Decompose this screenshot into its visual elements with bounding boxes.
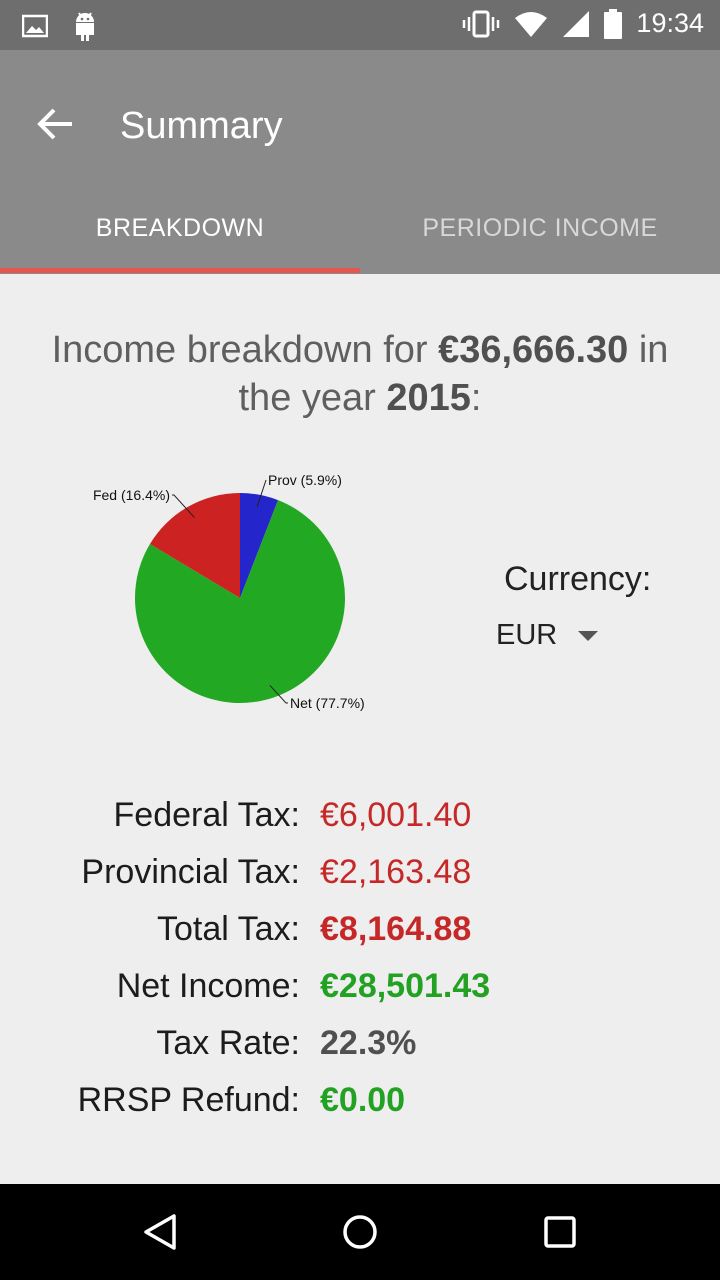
heading-suffix: : — [470, 377, 482, 419]
page-title: Summary — [120, 105, 283, 147]
tab-breakdown[interactable]: BREAKDOWN — [95, 214, 265, 242]
wifi-icon — [515, 11, 548, 37]
row-net-income: Net Income: €28,501.43 — [0, 961, 720, 1018]
row-rrsp-refund: RRSP Refund: €0.00 — [0, 1075, 720, 1132]
nav-home-button[interactable] — [336, 1208, 384, 1256]
nav-back-button[interactable] — [136, 1208, 184, 1256]
net-income-value: €28,501.43 — [320, 967, 491, 1005]
row-provincial-tax: Provincial Tax: €2,163.48 — [0, 847, 720, 904]
pie-slice-label: Prov (5.9%) — [268, 472, 342, 488]
federal-tax-value: €6,001.40 — [320, 796, 472, 834]
pie-slice — [135, 500, 345, 703]
tab-periodic-income[interactable]: PERIODIC INCOME — [422, 214, 658, 242]
currency-label: Currency: — [504, 560, 652, 598]
pie-leader-line — [256, 479, 267, 508]
heading-year: 2015 — [386, 377, 471, 419]
android-icon — [76, 12, 94, 41]
vibrate-icon — [463, 10, 500, 37]
home-circle-icon — [343, 1215, 377, 1249]
back-triangle-icon — [144, 1214, 176, 1250]
row-total-tax: Total Tax: €8,164.88 — [0, 904, 720, 961]
currency-dropdown[interactable]: EUR — [496, 615, 616, 661]
tax-rate-label: Tax Rate: — [156, 1024, 300, 1062]
row-federal-tax: Federal Tax: €6,001.40 — [0, 790, 720, 847]
nav-recents-button[interactable] — [536, 1208, 584, 1256]
total-tax-label: Total Tax: — [156, 910, 300, 948]
back-button[interactable] — [32, 102, 80, 150]
net-income-label: Net Income: — [116, 967, 300, 1005]
pie-chart-svg: Prov (5.9%) Net (77.7%) Fed (16.4%) — [93, 472, 365, 711]
heading-middle: in the year — [238, 329, 669, 419]
provincial-tax-value: €2,163.48 — [320, 853, 472, 891]
federal-tax-label: Federal Tax: — [113, 796, 300, 834]
tax-rate-value: 22.3% — [320, 1024, 417, 1062]
row-tax-rate: Tax Rate: 22.3% — [0, 1018, 720, 1075]
income-breakdown-heading: Income breakdown for €36,666.30 in the y… — [20, 326, 700, 422]
dropdown-arrow-icon — [578, 631, 598, 641]
summary-table: Federal Tax: €6,001.40 Provincial Tax: €… — [0, 790, 720, 1132]
rrsp-refund-value: €0.00 — [320, 1081, 406, 1119]
status-time: 19:34 — [636, 8, 704, 38]
navigation-bar — [0, 1184, 720, 1280]
rrsp-refund-label: RRSP Refund: — [77, 1081, 300, 1119]
currency-value: EUR — [496, 619, 558, 651]
recents-square-icon — [544, 1216, 576, 1248]
pie-leader-line — [172, 494, 195, 518]
app-bar: Summary BREAKDOWN PERIODIC INCOME — [0, 50, 720, 274]
signal-icon — [563, 10, 590, 37]
provincial-tax-label: Provincial Tax: — [81, 853, 300, 891]
pie-slice-label: Fed (16.4%) — [93, 487, 170, 503]
pie-chart: Prov (5.9%) Net (77.7%) Fed (16.4%) — [60, 450, 420, 750]
image-icon — [22, 14, 48, 38]
pie-slice — [149, 493, 240, 598]
arrow-left-icon — [37, 108, 72, 140]
pie-leader-line — [269, 685, 288, 704]
status-bar: 19:34 — [0, 0, 720, 50]
heading-amount: €36,666.30 — [438, 329, 629, 371]
pie-slice-label: Net (77.7%) — [290, 695, 365, 711]
total-tax-value: €8,164.88 — [320, 910, 472, 948]
tab-indicator — [0, 268, 360, 273]
heading-prefix: Income breakdown for — [51, 329, 439, 371]
battery-icon — [604, 8, 623, 39]
pie-slice — [240, 493, 279, 598]
